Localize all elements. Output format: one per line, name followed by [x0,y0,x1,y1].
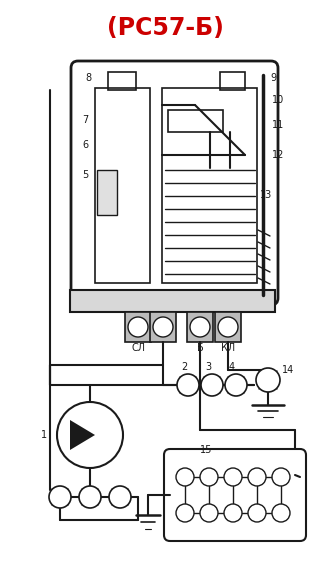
Bar [150,312,176,342]
Circle shape [177,374,199,396]
Circle shape [272,468,290,486]
Text: 9: 9 [270,73,276,83]
Circle shape [224,504,242,522]
Circle shape [57,402,123,468]
Text: 13: 13 [260,190,272,200]
Bar [97,170,117,215]
Text: 3: 3 [205,362,211,372]
Circle shape [200,468,218,486]
Text: (РС57-Б): (РС57-Б) [107,16,224,40]
Circle shape [248,468,266,486]
FancyBboxPatch shape [164,449,306,541]
Circle shape [225,374,247,396]
Bar [215,312,241,342]
Text: 12: 12 [272,150,284,160]
Text: КЛ: КЛ [221,343,235,353]
Polygon shape [70,420,95,450]
Circle shape [109,486,131,508]
FancyBboxPatch shape [71,61,278,305]
Text: 8: 8 [85,73,91,83]
Circle shape [248,504,266,522]
Text: 2: 2 [181,362,187,372]
Circle shape [176,468,194,486]
Bar [95,88,150,283]
Text: 1: 1 [41,430,47,440]
Text: Б: Б [197,343,203,353]
Circle shape [79,486,101,508]
Bar [125,312,151,342]
Circle shape [201,374,223,396]
Bar [108,72,136,90]
Text: 6: 6 [82,140,88,150]
Text: 11: 11 [272,120,284,130]
Circle shape [190,317,210,337]
Bar [220,72,245,90]
Text: 15: 15 [200,445,213,455]
Circle shape [218,317,238,337]
Text: СЛ: СЛ [131,343,145,353]
Text: 5: 5 [82,170,88,180]
Bar [168,110,223,132]
Text: 4: 4 [229,362,235,372]
Bar [162,88,257,283]
Bar [187,312,213,342]
Circle shape [49,486,71,508]
Bar [70,290,275,312]
Circle shape [224,468,242,486]
Text: 10: 10 [272,95,284,105]
Circle shape [176,504,194,522]
Circle shape [128,317,148,337]
Text: 14: 14 [282,365,294,375]
Circle shape [256,368,280,392]
Circle shape [272,504,290,522]
Circle shape [153,317,173,337]
Circle shape [200,504,218,522]
Text: 7: 7 [82,115,88,125]
